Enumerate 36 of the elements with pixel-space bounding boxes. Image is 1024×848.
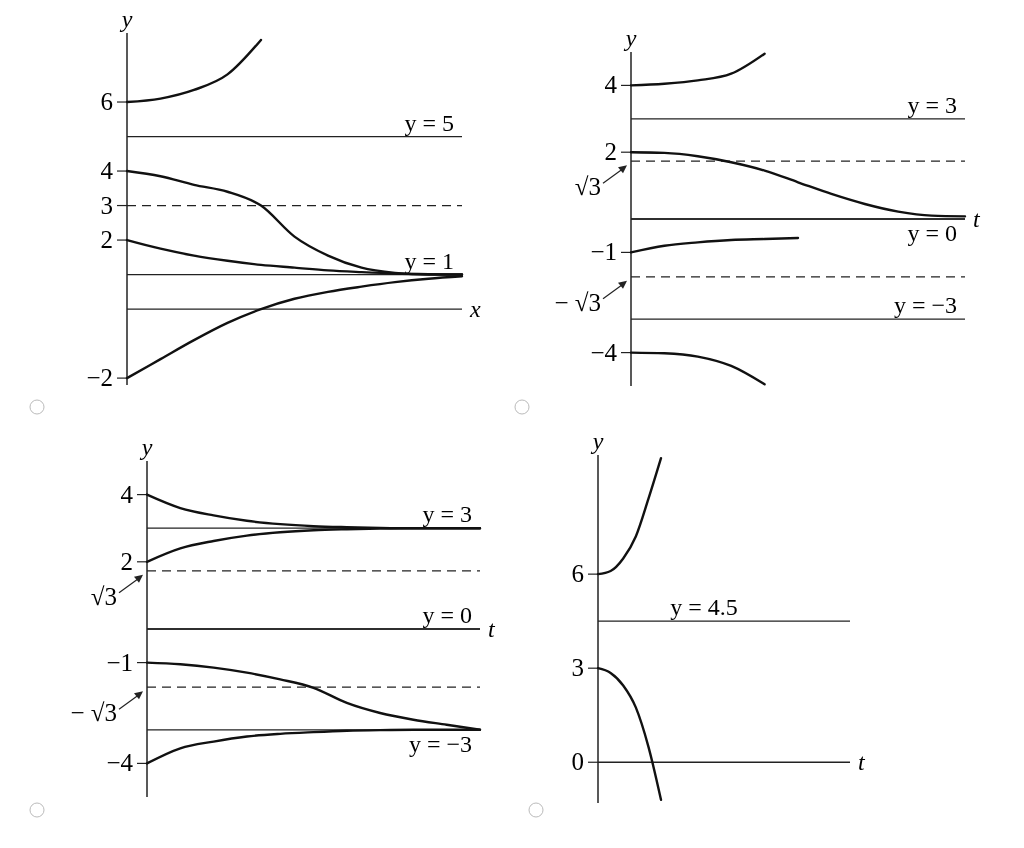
y-tick-label: 3	[571, 654, 584, 682]
y-tick-label: 4	[120, 480, 134, 508]
y-axis-title: y	[623, 25, 637, 51]
y-tick-label: −1	[590, 238, 617, 266]
ref-line-label: y = 4.5	[670, 594, 738, 621]
ref-line-label: y = 3	[907, 91, 957, 118]
y-axis-title: y	[119, 6, 133, 32]
text: − √3	[554, 288, 601, 316]
y-tick-label: 2	[120, 547, 133, 575]
y-tick-label: −4	[106, 749, 134, 777]
y-axis-title: y	[139, 434, 153, 460]
text: − √3	[70, 699, 117, 727]
y-tick-label: 4	[604, 71, 618, 99]
ref-line-label: y = 0	[422, 602, 472, 628]
y-tick-label: 3	[100, 191, 113, 219]
ref-line-label: y = 0	[907, 220, 957, 246]
x-axis-title: t	[858, 749, 866, 776]
y-tick-label: 2	[604, 138, 617, 166]
ref-line-label: y = −3	[893, 292, 957, 319]
x-axis-title: t	[488, 616, 496, 642]
x-axis-title: x	[469, 296, 481, 323]
ref-line-label: y = 3	[422, 501, 472, 528]
y-tick-label: 6	[571, 560, 584, 588]
x-axis-title: t	[973, 206, 981, 232]
y-tick-label: −2	[86, 364, 113, 392]
ref-line-label: y = 5	[404, 109, 454, 136]
y-axis-title: y	[590, 428, 604, 454]
text: √3	[574, 173, 601, 201]
text: √3	[90, 582, 117, 610]
y-tick-label: −4	[590, 338, 618, 366]
y-tick-label: 0	[571, 748, 584, 776]
y-tick-label: −1	[106, 648, 133, 676]
y-tick-label: 4	[100, 157, 114, 185]
ref-line-label: y = −3	[408, 730, 472, 757]
y-tick-label: 6	[100, 88, 113, 116]
y-tick-label: 2	[100, 226, 113, 254]
